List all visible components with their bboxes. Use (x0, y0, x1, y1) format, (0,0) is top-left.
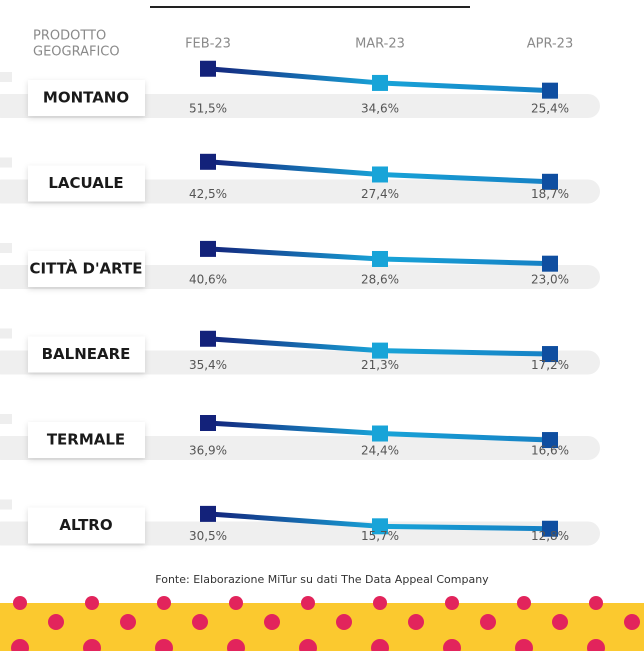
dot (85, 596, 99, 610)
footer-band (0, 603, 644, 651)
value-label: 24,4% (361, 444, 399, 458)
value-label: 51,5% (189, 102, 227, 116)
marker (200, 415, 216, 432)
dot (517, 596, 531, 610)
dot (192, 614, 208, 630)
row-label: CITTÀ D'ARTE (29, 259, 142, 278)
dot (587, 639, 605, 651)
value-label: 15,7% (361, 529, 399, 543)
dot (13, 596, 27, 610)
marker (200, 330, 216, 347)
row-label: LACUALE (48, 174, 123, 192)
row-stripe (0, 499, 12, 510)
source-note: Fonte: Elaborazione MiTur su dati The Da… (155, 573, 489, 586)
dot (301, 596, 315, 610)
dot (227, 639, 245, 651)
marker (372, 342, 388, 359)
dot (48, 614, 64, 630)
row-label-box (28, 507, 145, 544)
dot (11, 639, 29, 651)
row-label: ALTRO (59, 516, 112, 534)
value-label: 34,6% (361, 102, 399, 116)
row-label-box (28, 422, 145, 458)
row-band (0, 179, 600, 204)
x-tick-label: APR-23 (527, 37, 573, 52)
value-label: 42,5% (189, 187, 227, 201)
dot (120, 614, 136, 630)
row-header: GEOGRAFICO (33, 45, 120, 60)
value-label: 23,0% (531, 273, 569, 287)
row-label: MONTANO (43, 89, 129, 107)
marker (542, 520, 558, 537)
dot (264, 614, 280, 630)
top-bar-inner (150, 0, 470, 6)
marker (372, 166, 388, 183)
marker (200, 153, 216, 170)
marker (542, 173, 558, 190)
row-band (0, 265, 600, 289)
value-label: 35,4% (189, 358, 227, 372)
value-label: 21,3% (361, 358, 399, 372)
value-label: 36,9% (189, 444, 227, 458)
dot (589, 596, 603, 610)
value-label: 12,8% (531, 529, 569, 543)
dot (299, 639, 317, 651)
marker (542, 346, 558, 363)
row-band (0, 350, 600, 375)
value-label: 18,7% (531, 187, 569, 201)
dot (157, 596, 171, 610)
value-label: 40,6% (189, 273, 227, 287)
dot (155, 639, 173, 651)
dot (371, 639, 389, 651)
value-label: 17,2% (531, 358, 569, 372)
dot (373, 596, 387, 610)
marker (542, 255, 558, 272)
dot (480, 614, 496, 630)
marker (372, 74, 388, 91)
marker (542, 432, 558, 449)
row-label: BALNEARE (42, 345, 131, 363)
marker (372, 250, 388, 267)
marker (372, 425, 388, 442)
dot (552, 614, 568, 630)
dots (11, 596, 640, 651)
x-tick-label: FEB-23 (185, 37, 231, 52)
row-label: TERMALE (47, 431, 125, 449)
row-band (0, 94, 600, 118)
row-stripe (0, 243, 12, 253)
marker (372, 518, 388, 535)
value-label: 25,4% (531, 102, 569, 116)
row-band (0, 436, 600, 460)
value-label: 30,5% (189, 529, 227, 543)
dot (445, 596, 459, 610)
marker (200, 60, 216, 77)
dot (83, 639, 101, 651)
dot (515, 639, 533, 651)
marker (542, 82, 558, 99)
row-label-box (28, 165, 145, 202)
row-label-box (28, 251, 145, 287)
x-tick-label: MAR-23 (355, 37, 405, 52)
dot (336, 614, 352, 630)
value-label: 28,6% (361, 273, 399, 287)
row-stripe (0, 157, 12, 168)
value-label: 27,4% (361, 187, 399, 201)
row-header: PRODOTTO (33, 29, 106, 44)
row-label-box (28, 336, 145, 373)
dot (443, 639, 461, 651)
row-stripe (0, 72, 12, 82)
dot (229, 596, 243, 610)
value-label: 16,6% (531, 444, 569, 458)
row-stripe (0, 414, 12, 424)
marker (200, 240, 216, 257)
dot (624, 614, 640, 630)
row-stripe (0, 328, 12, 339)
row-label-box (28, 80, 145, 116)
dot (408, 614, 424, 630)
marker (200, 505, 216, 522)
